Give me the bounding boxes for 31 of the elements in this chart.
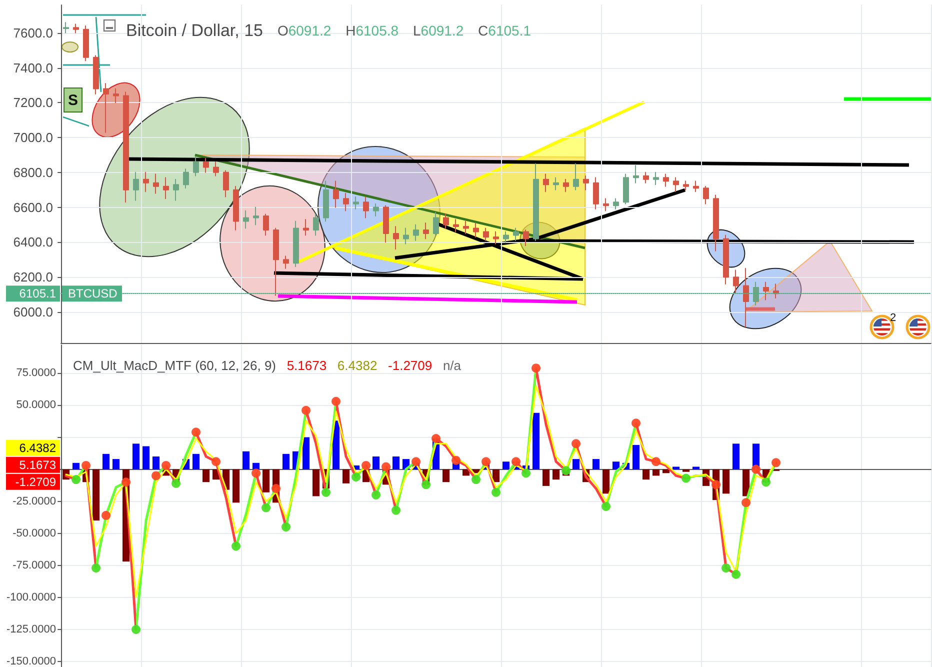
text: 5.1673 — [19, 458, 56, 472]
annotation: 2 — [890, 312, 896, 324]
text: CM_Ult_MacD_MTF (60, 12, 26, 9) — [73, 358, 276, 373]
y-tick-label: 6000.0 — [13, 304, 53, 320]
y-tick-label: 6400.0 — [13, 234, 53, 250]
text: Bitcoin / Dollar, 15 — [126, 21, 264, 40]
y-tick-label: 6200.0 — [13, 270, 53, 285]
y-tick-label: 7400.0 — [13, 60, 53, 76]
y-tick-label: 6600.0 — [13, 200, 53, 215]
y-tick-label: 7600.0 — [13, 25, 53, 40]
ref-line-label: BTCUSD — [68, 286, 118, 301]
text: 6105.1 — [19, 286, 56, 301]
y-tick-label: -150.0000 — [6, 656, 56, 667]
annotation: n/a — [442, 358, 462, 373]
y-tick-label: -100.0000 — [6, 591, 56, 604]
y-tick-label: -25.0000 — [12, 495, 56, 508]
y-tick-label: -50.0000 — [12, 527, 56, 540]
annotation: 6.4382 — [337, 358, 378, 373]
annotation: 5.1673 — [286, 358, 327, 373]
y-tick-label: 50.0000 — [16, 399, 56, 412]
y-tick-label: -125.0000 — [6, 623, 56, 636]
y-tick-label: 6800.0 — [13, 164, 53, 180]
annotation: S — [68, 92, 78, 109]
text: 6.4382 — [19, 440, 56, 455]
y-tick-label: 7200.0 — [13, 95, 53, 110]
text: O6091.2 H6105.8 L6091.2 C6105.1 — [277, 22, 532, 38]
annotation: -1.2709 — [388, 358, 432, 373]
y-tick-label: 75.0000 — [16, 367, 56, 380]
y-tick-label: 7000.0 — [13, 130, 53, 146]
y-tick-label: -75.0000 — [12, 559, 56, 572]
text: -1.2709 — [15, 474, 56, 489]
